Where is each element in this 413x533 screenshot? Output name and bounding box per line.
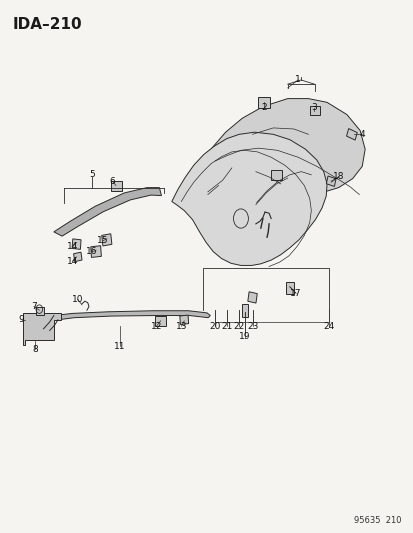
Text: 12: 12 [150, 322, 162, 330]
Text: 19: 19 [239, 333, 250, 341]
Text: 14: 14 [66, 242, 78, 251]
Text: 3: 3 [310, 103, 316, 112]
Text: 18: 18 [332, 173, 344, 181]
Text: 11: 11 [114, 342, 126, 351]
Bar [90, 246, 101, 257]
Bar [241, 304, 248, 317]
Bar [271, 170, 281, 180]
Bar [74, 252, 82, 262]
Polygon shape [23, 313, 61, 345]
Bar [179, 315, 188, 325]
Text: 15: 15 [97, 237, 108, 245]
Text: 22: 22 [233, 322, 244, 330]
Text: 7: 7 [31, 302, 37, 311]
Text: 21: 21 [221, 322, 232, 330]
Text: 24: 24 [323, 322, 334, 330]
Text: 17: 17 [290, 289, 301, 297]
Text: 14: 14 [66, 257, 78, 265]
Polygon shape [202, 99, 364, 195]
Text: 16: 16 [86, 247, 97, 256]
Bar [72, 239, 81, 249]
Bar [325, 176, 335, 187]
Polygon shape [54, 188, 161, 236]
Bar [155, 316, 165, 326]
Text: 13: 13 [175, 322, 187, 330]
Text: 2: 2 [261, 103, 266, 112]
Text: 6: 6 [109, 177, 115, 185]
Polygon shape [171, 132, 326, 265]
Text: 8: 8 [32, 345, 38, 353]
Bar [247, 292, 256, 303]
Text: 95635  210: 95635 210 [353, 516, 401, 525]
Bar [102, 234, 112, 246]
Bar [258, 97, 269, 108]
Text: 23: 23 [247, 322, 259, 330]
Bar [36, 307, 44, 316]
Bar [111, 181, 122, 191]
Text: 10: 10 [72, 295, 83, 304]
Text: 20: 20 [209, 322, 221, 330]
Text: 1: 1 [294, 76, 300, 84]
Text: 4: 4 [358, 130, 364, 139]
Polygon shape [54, 311, 210, 320]
Bar [346, 128, 356, 140]
Text: 5: 5 [89, 171, 95, 179]
Bar [309, 106, 319, 115]
Text: 9: 9 [19, 316, 24, 324]
Bar [285, 282, 293, 294]
Text: IDA–210: IDA–210 [12, 17, 82, 32]
